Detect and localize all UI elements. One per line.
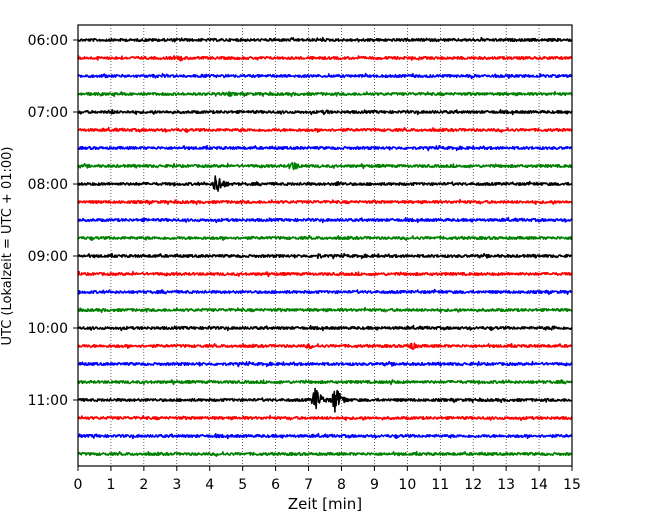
trace-line xyxy=(77,414,573,422)
x-axis-ticks: 0 1 2 3 4 5 6 7 8 9 10 11 12 13 14 15 xyxy=(74,466,581,493)
x-tick-label: 10 xyxy=(398,477,416,493)
plot-frame xyxy=(77,24,573,467)
trace-line xyxy=(77,235,573,241)
trace-line xyxy=(77,144,573,152)
trace-line xyxy=(77,162,573,171)
trace-line xyxy=(77,342,573,350)
y-tick-label: 08:00 xyxy=(28,177,68,193)
x-tick-label: 2 xyxy=(139,477,148,493)
x-tick-label: 9 xyxy=(370,477,379,493)
x-tick-label: 11 xyxy=(431,477,449,493)
trace-line xyxy=(77,288,573,295)
y-tick-label: 11:00 xyxy=(28,393,68,409)
x-tick-label: 7 xyxy=(304,477,313,493)
trace-line xyxy=(77,55,573,62)
trace-line xyxy=(77,72,573,80)
y-axis-ticks: 06:00 07:00 08:00 09:00 10:00 11:00 xyxy=(28,33,78,409)
y-axis-label: UTC (Lokalzeit = UTC + 01:00) xyxy=(0,147,15,346)
trace-line xyxy=(77,252,573,260)
x-tick-label: 0 xyxy=(74,477,83,493)
trace-line xyxy=(77,450,573,457)
trace-line xyxy=(77,198,573,206)
trace-line xyxy=(77,387,573,413)
trace-line xyxy=(77,90,573,98)
trace-line xyxy=(77,270,573,278)
y-tick-label: 06:00 xyxy=(28,33,68,49)
y-tick-label: 07:00 xyxy=(28,105,68,121)
x-axis-label: Zeit [min] xyxy=(288,495,362,513)
x-tick-label: 5 xyxy=(238,477,247,493)
trace-line xyxy=(77,36,573,43)
x-tick-label: 8 xyxy=(337,477,346,493)
trace-group xyxy=(77,36,573,457)
x-tick-label: 13 xyxy=(497,477,515,493)
y-tick-label: 09:00 xyxy=(28,249,68,265)
trace-line xyxy=(77,126,573,133)
trace-line xyxy=(77,360,573,368)
x-tick-label: 14 xyxy=(530,477,548,493)
x-tick-label: 15 xyxy=(563,477,581,493)
trace-line xyxy=(77,216,573,224)
x-tick-label: 3 xyxy=(172,477,181,493)
x-tick-label: 4 xyxy=(205,477,214,493)
trace-line xyxy=(77,379,573,386)
trace-line xyxy=(77,109,573,116)
x-tick-label: 12 xyxy=(464,477,482,493)
trace-line xyxy=(77,175,573,192)
trace-line xyxy=(77,432,573,440)
x-tick-label: 6 xyxy=(271,477,280,493)
y-tick-label: 10:00 xyxy=(28,321,68,337)
x-tick-label: 1 xyxy=(106,477,115,493)
trace-line xyxy=(77,324,573,332)
trace-line xyxy=(77,306,573,314)
